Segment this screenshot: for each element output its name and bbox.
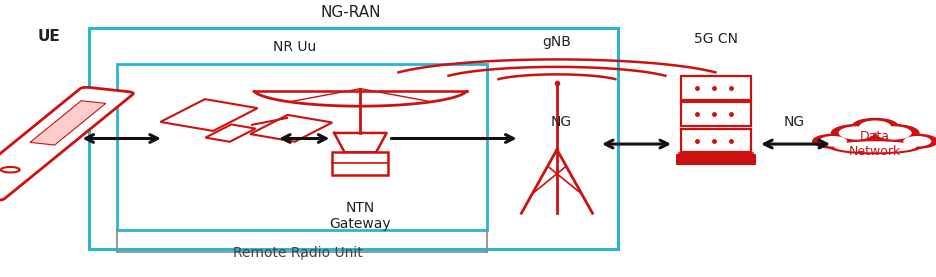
FancyBboxPatch shape	[676, 154, 756, 165]
Ellipse shape	[839, 126, 874, 140]
Text: Data
Network: Data Network	[849, 130, 901, 158]
Ellipse shape	[812, 134, 854, 149]
Text: gNB: gNB	[543, 35, 571, 48]
FancyBboxPatch shape	[332, 152, 388, 175]
FancyBboxPatch shape	[681, 129, 752, 152]
Ellipse shape	[819, 136, 847, 147]
Text: NG: NG	[551, 115, 572, 129]
Ellipse shape	[828, 139, 922, 155]
FancyBboxPatch shape	[681, 102, 752, 126]
FancyBboxPatch shape	[206, 124, 256, 142]
Text: NR Uu: NR Uu	[273, 40, 316, 54]
FancyBboxPatch shape	[160, 99, 257, 131]
Ellipse shape	[831, 124, 883, 142]
Ellipse shape	[869, 124, 920, 142]
Text: NG: NG	[783, 115, 804, 129]
Text: 5G CN: 5G CN	[694, 32, 739, 46]
Text: Remote Radio Unit: Remote Radio Unit	[233, 247, 362, 260]
Text: UE: UE	[37, 29, 60, 43]
Ellipse shape	[852, 118, 899, 134]
Text: NG-RAN: NG-RAN	[321, 5, 381, 20]
Ellipse shape	[859, 120, 891, 133]
Ellipse shape	[834, 141, 916, 152]
Ellipse shape	[897, 134, 936, 149]
FancyBboxPatch shape	[0, 87, 133, 200]
Text: NTN
Gateway: NTN Gateway	[329, 201, 391, 231]
FancyBboxPatch shape	[250, 115, 332, 142]
Ellipse shape	[876, 126, 912, 140]
FancyBboxPatch shape	[30, 101, 106, 145]
FancyBboxPatch shape	[681, 76, 752, 100]
Ellipse shape	[903, 136, 931, 147]
